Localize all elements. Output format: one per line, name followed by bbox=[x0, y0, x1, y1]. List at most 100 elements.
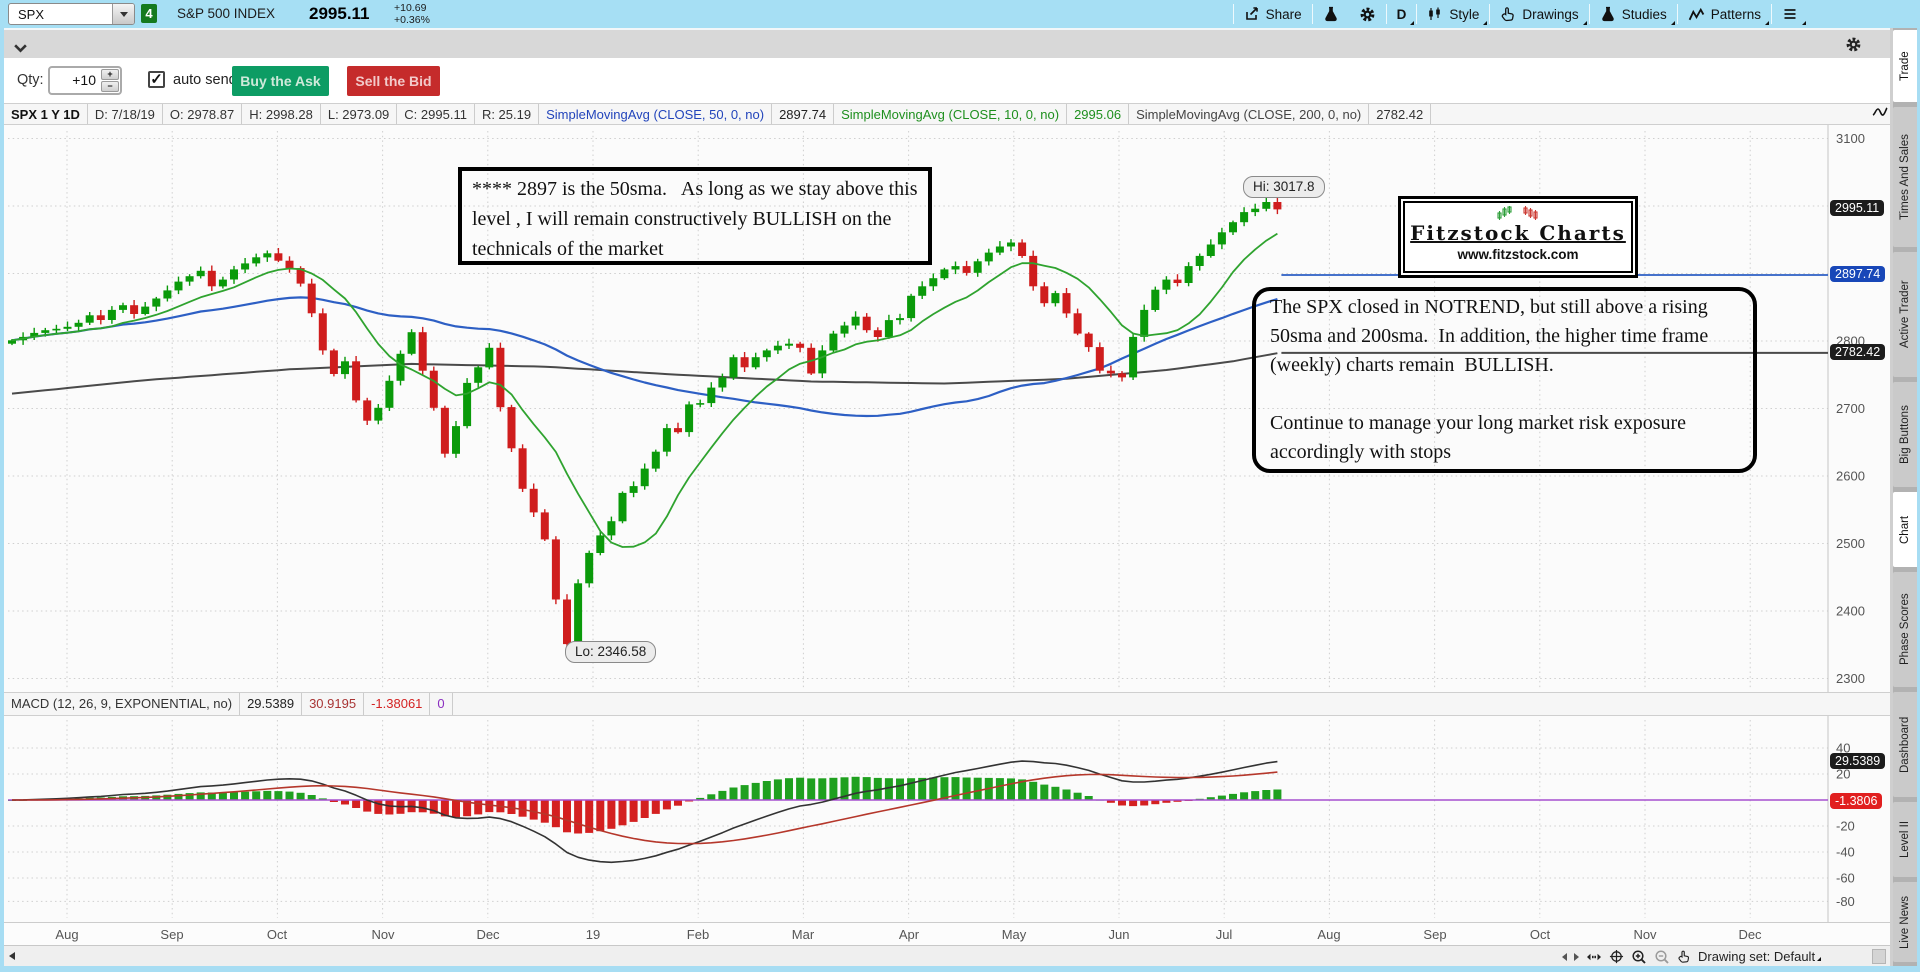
step-forward-icon[interactable] bbox=[1574, 952, 1579, 961]
zoom-in-icon[interactable] bbox=[1631, 949, 1647, 965]
horizontal-scrollbar[interactable]: Drawing set: Default bbox=[4, 945, 1890, 966]
link-group-badge[interactable]: 4 bbox=[141, 4, 157, 23]
gadget-tab-chart[interactable]: Chart bbox=[1893, 492, 1917, 567]
patterns-label: Patterns bbox=[1710, 6, 1761, 22]
chart-header-segment-9: SimpleMovingAvg (CLOSE, 10, 0, no) bbox=[834, 104, 1068, 124]
chart-menu-button[interactable] bbox=[1772, 0, 1808, 28]
share-label: Share bbox=[1265, 6, 1302, 22]
studies-button[interactable]: Studies bbox=[1590, 0, 1677, 28]
gadget-tab-trade[interactable]: Trade bbox=[1893, 30, 1917, 102]
chart-header-segment-1: D: 7/18/19 bbox=[88, 104, 163, 124]
svg-text:-60: -60 bbox=[1836, 871, 1855, 886]
gadget-tab-strip: Trade Times And Sales Active Trader Big But… bbox=[1893, 28, 1917, 966]
share-button[interactable]: Share bbox=[1234, 0, 1312, 28]
svg-text:2400: 2400 bbox=[1836, 604, 1865, 619]
macd-chart[interactable]: 40 20 -20 -40 -60 -80 bbox=[4, 716, 1890, 922]
month-label: 19 bbox=[585, 927, 601, 942]
chart-header-segment-12: 2782.42 bbox=[1369, 104, 1432, 124]
divider bbox=[1890, 28, 1893, 966]
gadget-tab-dashboard[interactable]: Dashboard bbox=[1893, 692, 1917, 797]
chart-toolbar: Share D Style Drawings bbox=[1232, 0, 1808, 28]
divider bbox=[1489, 4, 1491, 24]
auto-send-checkbox[interactable]: ✓ bbox=[148, 71, 165, 88]
quantity-stepper[interactable]: +10 + − bbox=[48, 66, 122, 95]
sell-the-bid-button[interactable]: Sell the Bid bbox=[347, 66, 440, 96]
month-label: Dec bbox=[1738, 927, 1762, 942]
symbol-select[interactable]: SPX bbox=[8, 3, 135, 25]
low-price-bubble: Lo: 2346.58 bbox=[565, 641, 657, 663]
drawing-set-selector[interactable]: Drawing set: Default bbox=[1698, 949, 1823, 964]
dropdown-corner bbox=[1410, 21, 1415, 25]
qty-decrement-button[interactable]: − bbox=[101, 81, 119, 92]
month-label: Aug bbox=[1317, 927, 1341, 942]
axis-price-badge: 2995.11 bbox=[1830, 200, 1885, 217]
buy-the-ask-button[interactable]: Buy the Ask bbox=[232, 66, 329, 96]
month-label: Nov bbox=[1633, 927, 1657, 942]
fitzstock-logo: Fitzstock Charts www.fitzstock.com bbox=[1398, 196, 1638, 278]
pan-icon[interactable] bbox=[1586, 951, 1602, 963]
panel-settings-button[interactable] bbox=[1845, 36, 1862, 58]
share-icon bbox=[1245, 7, 1258, 20]
divider bbox=[1385, 4, 1387, 24]
symbol-description: S&P 500 INDEX bbox=[177, 6, 276, 21]
change-percent: +0.36% bbox=[394, 14, 430, 26]
gadget-tab-level-ii[interactable]: Level II bbox=[1893, 802, 1917, 877]
logo-url: www.fitzstock.com bbox=[1457, 247, 1579, 262]
patterns-button[interactable]: Patterns bbox=[1678, 0, 1771, 28]
quick-study-button[interactable] bbox=[1313, 0, 1349, 28]
style-button[interactable]: Style bbox=[1417, 0, 1489, 28]
chart-curve-icon[interactable] bbox=[1872, 105, 1888, 124]
qty-increment-button[interactable]: + bbox=[101, 69, 119, 80]
timeframe-button[interactable]: D bbox=[1387, 0, 1417, 28]
chart-header-segment-8: 2897.74 bbox=[772, 104, 835, 124]
window-frame bbox=[0, 966, 1920, 972]
divider bbox=[1232, 4, 1234, 24]
hand-pointer-icon bbox=[1502, 7, 1515, 22]
gadget-tab-live-news[interactable]: Live News bbox=[1893, 882, 1917, 962]
chart-header-segment-10: 2995.06 bbox=[1067, 104, 1130, 124]
drawings-button[interactable]: Drawings bbox=[1490, 0, 1588, 28]
gadget-tab-active-trader[interactable]: Active Trader bbox=[1893, 252, 1917, 377]
divider bbox=[1588, 4, 1590, 24]
month-label: Jul bbox=[1215, 927, 1233, 942]
quantity-value: +10 bbox=[72, 72, 96, 88]
high-price-bubble: Hi: 3017.8 bbox=[1243, 176, 1325, 198]
dropdown-corner bbox=[1802, 21, 1806, 25]
svg-text:2700: 2700 bbox=[1836, 401, 1865, 416]
annotation-note-market[interactable]: The SPX closed in NOTREND, but still abo… bbox=[1252, 287, 1757, 473]
style-label: Style bbox=[1449, 6, 1480, 22]
svg-text:2600: 2600 bbox=[1836, 469, 1865, 484]
flask-icon bbox=[1601, 6, 1614, 22]
annotation-note-50sma[interactable]: **** 2897 is the 50sma. As long as we st… bbox=[458, 167, 932, 265]
collapse-panel-button[interactable] bbox=[13, 40, 28, 58]
month-label: Apr bbox=[898, 927, 920, 942]
step-back-icon[interactable] bbox=[1562, 952, 1567, 961]
dropdown-corner bbox=[1483, 21, 1488, 25]
axis-price-badge: 2782.42 bbox=[1830, 343, 1886, 360]
month-label: Sep bbox=[1423, 927, 1447, 942]
svg-text:-80: -80 bbox=[1836, 894, 1855, 909]
price-change: +10.69 +0.36% bbox=[394, 2, 430, 26]
panel-header-bar bbox=[4, 28, 1890, 58]
crosshair-icon[interactable] bbox=[1609, 949, 1624, 964]
symbol-dropdown-button[interactable] bbox=[112, 4, 134, 24]
chart-header-segment-4: L: 2973.09 bbox=[321, 104, 398, 124]
chevron-down-icon bbox=[14, 44, 27, 53]
chart-header-segment-5: C: 2995.11 bbox=[397, 104, 475, 124]
gadget-tab-times-and-sales[interactable]: Times And Sales bbox=[1893, 107, 1917, 247]
window-frame bbox=[0, 28, 4, 966]
chart-settings-button[interactable] bbox=[1349, 0, 1386, 28]
change-value: +10.69 bbox=[394, 2, 427, 14]
gadget-tab-phase-scores[interactable]: Phase Scores bbox=[1893, 572, 1917, 687]
month-label: Dec bbox=[476, 927, 500, 942]
divider bbox=[1771, 4, 1772, 24]
month-label: Feb bbox=[686, 927, 710, 942]
logo-candles-icon bbox=[1405, 206, 1631, 221]
zoom-out-icon[interactable] bbox=[1654, 949, 1670, 965]
gadget-tab-big-buttons[interactable]: Big Buttons bbox=[1893, 382, 1917, 487]
month-label: Aug bbox=[55, 927, 79, 942]
divider bbox=[1311, 4, 1313, 24]
hand-pointer-icon[interactable] bbox=[1677, 949, 1691, 964]
scroll-left-arrow-icon[interactable] bbox=[9, 952, 15, 960]
